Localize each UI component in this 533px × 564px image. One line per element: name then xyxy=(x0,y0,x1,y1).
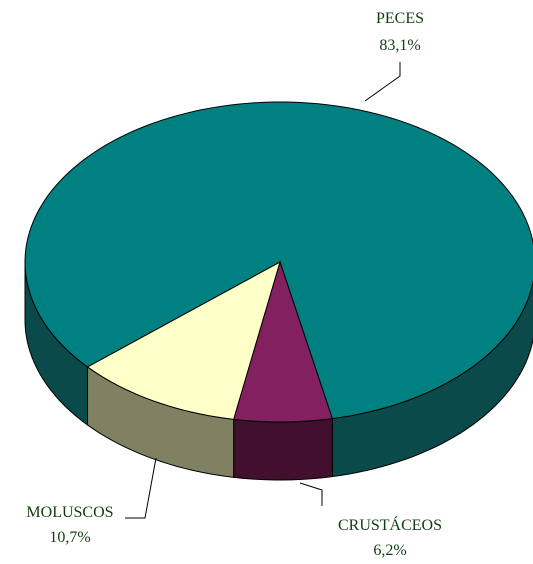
slice-value-label: 83,1% xyxy=(379,37,420,54)
pie-slice xyxy=(86,260,281,420)
pie-side xyxy=(233,418,333,481)
slice-label: PECES xyxy=(376,10,424,27)
slice-value-label: 6,2% xyxy=(373,542,406,559)
leader-line xyxy=(299,482,323,506)
leader-line xyxy=(364,62,401,102)
slice-label: CRUSTÁCEOS xyxy=(338,515,442,534)
pie-slice xyxy=(232,260,333,423)
leader-line xyxy=(125,457,157,519)
slice-value-label: 10,7% xyxy=(49,529,90,546)
pie-slice xyxy=(24,101,533,420)
slice-label: MOLUSCOS xyxy=(26,504,113,521)
